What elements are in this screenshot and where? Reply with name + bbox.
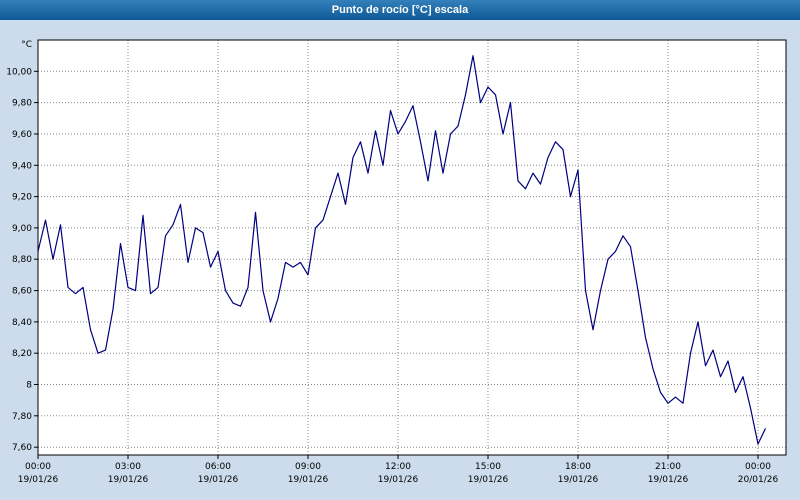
svg-text:09:00: 09:00 [295, 462, 321, 472]
dewpoint-series-line [37, 55, 767, 445]
svg-text:10,00: 10,00 [6, 67, 32, 77]
svg-text:8,60: 8,60 [12, 287, 32, 297]
svg-text:00:00: 00:00 [25, 462, 51, 472]
svg-text:8,80: 8,80 [12, 255, 32, 265]
svg-text:7,80: 7,80 [12, 412, 32, 422]
svg-text:°C: °C [21, 40, 32, 50]
svg-text:19/01/26: 19/01/26 [468, 475, 509, 485]
chart-area: 10,00 9,80 9,60 9,40 9,20 9,00 8,80 8,60 8,40 8,2… [0, 20, 800, 500]
svg-text:19/01/26: 19/01/26 [198, 475, 239, 485]
svg-text:9,20: 9,20 [12, 193, 32, 203]
dewpoint-line-chart: 10,00 9,80 9,60 9,40 9,20 9,00 8,80 8,60 8,40 8,2… [6, 39, 787, 485]
svg-text:19/01/26: 19/01/26 [648, 475, 689, 485]
svg-text:8: 8 [26, 381, 32, 391]
svg-text:21:00: 21:00 [655, 462, 681, 472]
svg-text:8,40: 8,40 [12, 318, 32, 328]
svg-text:19/01/26: 19/01/26 [108, 475, 149, 485]
svg-text:19/01/26: 19/01/26 [378, 475, 419, 485]
svg-text:06:00: 06:00 [205, 462, 231, 472]
svg-text:18:00: 18:00 [565, 462, 591, 472]
svg-text:12:00: 12:00 [385, 462, 411, 472]
chart-title: Punto de rocío [°C] escala [331, 4, 469, 16]
svg-text:20/01/26: 20/01/26 [738, 475, 779, 485]
svg-text:9,00: 9,00 [12, 224, 32, 234]
svg-text:19/01/26: 19/01/26 [558, 475, 599, 485]
svg-text:15:00: 15:00 [475, 462, 501, 472]
svg-text:19/01/26: 19/01/26 [18, 475, 59, 485]
svg-text:00:00: 00:00 [745, 462, 771, 472]
svg-text:9,40: 9,40 [12, 161, 32, 171]
svg-text:8,20: 8,20 [12, 349, 32, 359]
svg-text:03:00: 03:00 [115, 462, 141, 472]
svg-text:7,60: 7,60 [12, 443, 32, 453]
svg-text:9,80: 9,80 [12, 99, 32, 109]
title-bar: Punto de rocío [°C] escala [0, 0, 800, 20]
svg-text:9,60: 9,60 [12, 130, 32, 140]
svg-text:19/01/26: 19/01/26 [288, 475, 329, 485]
